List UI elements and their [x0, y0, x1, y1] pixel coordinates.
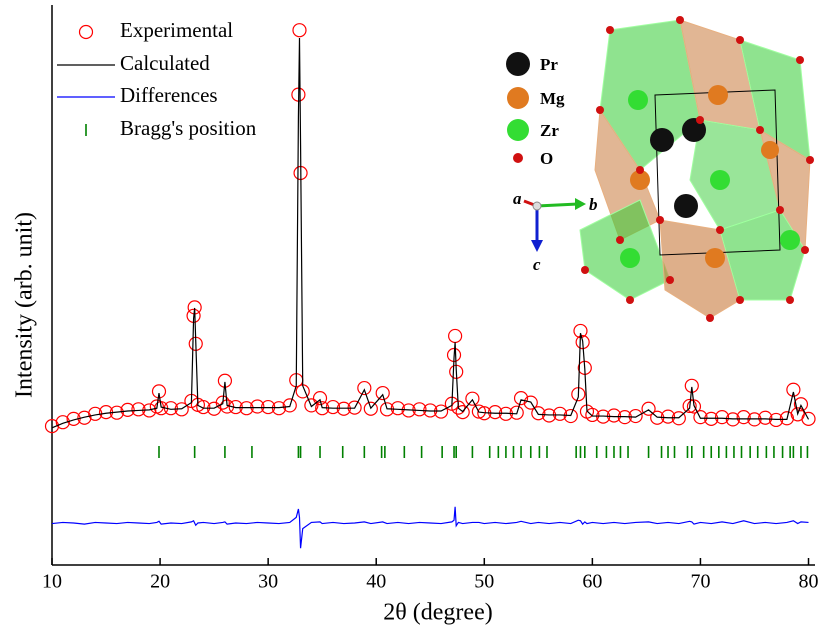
x-tick-label: 30	[258, 571, 278, 593]
atom-label: Pr	[540, 55, 558, 74]
x-tick-label: 70	[690, 571, 710, 593]
atom-label: Mg	[540, 89, 565, 108]
x-tick-label: 50	[474, 571, 494, 593]
atom	[761, 141, 779, 159]
legend-atom	[513, 153, 523, 163]
chart: Pr Mg Zr O a b c 2θ (degree) Intensity (…	[0, 0, 826, 633]
atom-label: O	[540, 149, 553, 168]
y-axis-label: Intensity (arb. unit)	[12, 212, 38, 398]
experimental-point	[293, 24, 306, 37]
x-tick-label: 40	[366, 571, 386, 593]
axis-origin	[533, 202, 541, 210]
axis-letter: b	[589, 195, 598, 214]
experimental-point	[376, 387, 389, 400]
atom-label: Zr	[540, 121, 559, 140]
experimental-point	[466, 392, 479, 405]
x-tick-label: 10	[42, 571, 62, 593]
experimental-point	[358, 382, 371, 395]
legend-label: Calculated	[120, 51, 210, 75]
profile-line	[52, 507, 809, 548]
atom	[710, 170, 730, 190]
axis-arrow	[537, 204, 578, 206]
axis-letter: a	[513, 189, 522, 208]
axis-arrow-head	[531, 240, 543, 252]
x-axis-label: 2θ (degree)	[383, 600, 492, 626]
experimental-point	[449, 329, 462, 342]
atom	[650, 128, 674, 152]
crystal-structure: Pr Mg Zr O a b c	[506, 16, 814, 322]
axis-arrow-head	[575, 198, 586, 210]
atom	[708, 85, 728, 105]
legend-label: Differences	[120, 83, 218, 107]
legend-label: Bragg's position	[120, 116, 257, 140]
x-tick-label: 80	[799, 571, 819, 593]
atom	[674, 194, 698, 218]
axis-letter: c	[533, 255, 541, 274]
atom	[780, 230, 800, 250]
atom	[620, 248, 640, 268]
legend-label: Experimental	[120, 18, 233, 42]
x-tick-label: 20	[150, 571, 170, 593]
legend-atom	[507, 119, 529, 141]
x-tick-label: 60	[582, 571, 602, 593]
legend-symbol	[80, 26, 93, 39]
legend-atom	[506, 52, 530, 76]
atom	[628, 90, 648, 110]
legend-atom	[507, 87, 529, 109]
atom	[705, 248, 725, 268]
